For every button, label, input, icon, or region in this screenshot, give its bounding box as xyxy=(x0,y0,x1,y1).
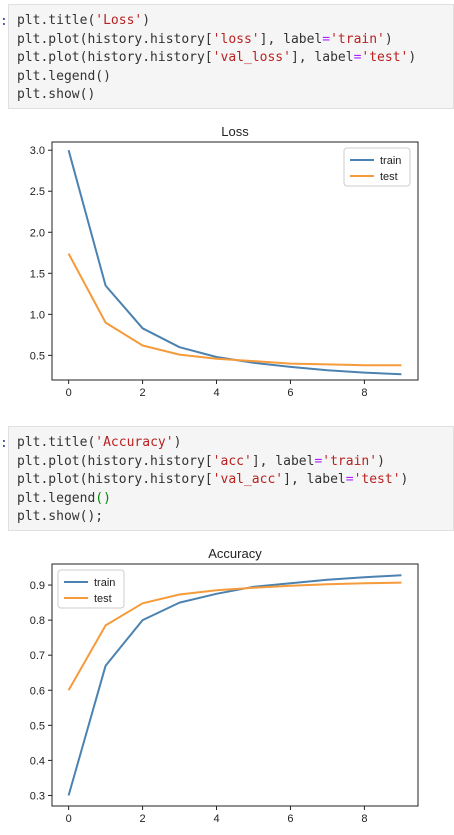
legend-label-test: test xyxy=(94,593,112,605)
x-tick-label: 4 xyxy=(213,813,219,825)
x-tick-label: 8 xyxy=(361,813,367,825)
y-tick-label: 0.5 xyxy=(30,350,45,362)
code-token: plt.plot(history.history[ xyxy=(17,50,213,66)
code-line: plt.legend() xyxy=(17,68,445,87)
code-token: 'val_loss' xyxy=(212,50,291,66)
loss-chart-svg: Loss 0 2 4 6 8 0.5 1.0 1.5 2.0 2.5 3.0 train test xyxy=(30,124,419,399)
code-token: plt.show() xyxy=(17,87,96,103)
code-token: ], label xyxy=(283,472,346,488)
code-token: ], label xyxy=(251,453,315,469)
x-tick-label: 2 xyxy=(140,813,146,825)
code-line: plt.show() xyxy=(17,86,445,105)
series-line-test xyxy=(67,253,402,367)
y-tick-label: 0.8 xyxy=(30,615,45,627)
chart-title: Accuracy xyxy=(208,546,262,561)
legend-box xyxy=(57,569,125,609)
y-tick-label: 1.0 xyxy=(30,309,45,321)
code-token: = xyxy=(322,31,331,47)
code-token: 'Loss' xyxy=(95,13,143,28)
code-cell-accuracy[interactable]: plt.title('Accuracy') plt.plot(history.hi… xyxy=(8,426,454,531)
y-tick-label: 1.5 xyxy=(30,268,45,280)
code-token: = xyxy=(314,453,323,469)
code-block: plt.title('Loss') plt.plot(history.histor… xyxy=(9,5,453,112)
x-tick-label: 6 xyxy=(287,813,293,825)
code-line: plt.plot(history.history['val_acc'], lab… xyxy=(17,471,445,490)
y-tick-label: 0.9 xyxy=(30,580,45,592)
code-line: plt.title('Accuracy') xyxy=(17,434,445,453)
y-tick-label: 0.4 xyxy=(30,755,45,767)
code-cell-loss[interactable]: plt.title('Loss') plt.plot(history.histor… xyxy=(8,4,454,109)
code-token: ) xyxy=(377,453,385,469)
legend-label-test: test xyxy=(380,171,398,183)
code-token: ) xyxy=(173,435,182,450)
y-tick-label: 0.7 xyxy=(30,650,45,662)
y-tick-label: 2.5 xyxy=(30,186,45,198)
code-token: ) xyxy=(142,13,151,28)
code-token: 'loss' xyxy=(212,31,260,47)
legend-box xyxy=(343,147,411,187)
x-tick-label: 6 xyxy=(287,387,293,399)
y-tick-label: 2.0 xyxy=(30,227,45,239)
code-token: plt.plot(history.history[ xyxy=(17,453,213,469)
code-token: plt.legend xyxy=(17,490,96,506)
code-token: 'train' xyxy=(322,453,378,469)
code-token: 'Accuracy' xyxy=(95,435,174,450)
series-line-train xyxy=(67,574,402,796)
x-tick-label: 4 xyxy=(213,387,219,399)
code-token: 'val_acc' xyxy=(212,472,284,488)
code-token: ], label xyxy=(290,50,354,66)
code-line: plt.show(); xyxy=(17,508,445,527)
chart-accuracy: Accuracy 0 2 4 6 8 0.3 0.4 0.5 0.6 0.7 0.8 0.9 train t… xyxy=(0,540,454,835)
chart-loss: Loss 0 2 4 6 8 0.5 1.0 1.5 2.0 2.5 3.0 train test xyxy=(0,118,454,408)
cell-prompt: : xyxy=(0,436,8,451)
code-token: plt.legend() xyxy=(17,68,111,84)
code-token: plt.show(); xyxy=(17,509,104,525)
code-token: = xyxy=(353,50,362,66)
chart-title: Loss xyxy=(221,124,249,139)
x-tick-label: 8 xyxy=(361,387,367,399)
code-token: ], label xyxy=(259,31,323,47)
code-token: ) xyxy=(400,472,409,488)
code-token: ) xyxy=(384,31,393,47)
legend-label-train: train xyxy=(380,155,401,167)
x-tick-label: 0 xyxy=(66,387,72,399)
code-line: plt.plot(history.history['acc'], label='… xyxy=(17,453,445,472)
code-line: plt.plot(history.history['loss'], label=… xyxy=(17,31,445,50)
y-tick-label: 0.3 xyxy=(30,790,45,802)
y-tick-label: 0.5 xyxy=(30,720,45,732)
code-token: ) xyxy=(408,50,417,66)
code-token: 'acc' xyxy=(212,453,252,469)
plot-frame xyxy=(51,563,419,807)
y-tick-label: 0.6 xyxy=(30,685,45,697)
legend-label-train: train xyxy=(94,577,115,589)
code-line: plt.title('Loss') xyxy=(17,12,445,31)
code-line: plt.plot(history.history['val_loss'], la… xyxy=(17,49,445,68)
cell-prompt: : xyxy=(0,14,8,29)
code-line: plt.legend() xyxy=(17,490,445,509)
code-token: 'train' xyxy=(330,31,385,47)
x-tick-label: 0 xyxy=(66,813,72,825)
accuracy-chart-svg: Accuracy 0 2 4 6 8 0.3 0.4 0.5 0.6 0.7 0.8 0.9 train t… xyxy=(30,546,419,825)
code-token: = xyxy=(345,472,354,488)
code-block: plt.title('Accuracy') plt.plot(history.hi… xyxy=(9,427,453,534)
code-token: () xyxy=(95,490,111,506)
code-token: plt.plot(history.history[ xyxy=(17,31,213,47)
code-token: plt.title( xyxy=(17,435,96,450)
code-token: plt.plot(history.history[ xyxy=(17,472,213,488)
code-token: plt.title( xyxy=(17,13,96,28)
plot-frame xyxy=(51,141,419,381)
x-tick-label: 2 xyxy=(140,387,146,399)
y-tick-label: 3.0 xyxy=(30,145,45,157)
series-line-test xyxy=(67,581,402,691)
code-token: 'test' xyxy=(361,50,409,66)
code-token: 'test' xyxy=(353,472,401,488)
